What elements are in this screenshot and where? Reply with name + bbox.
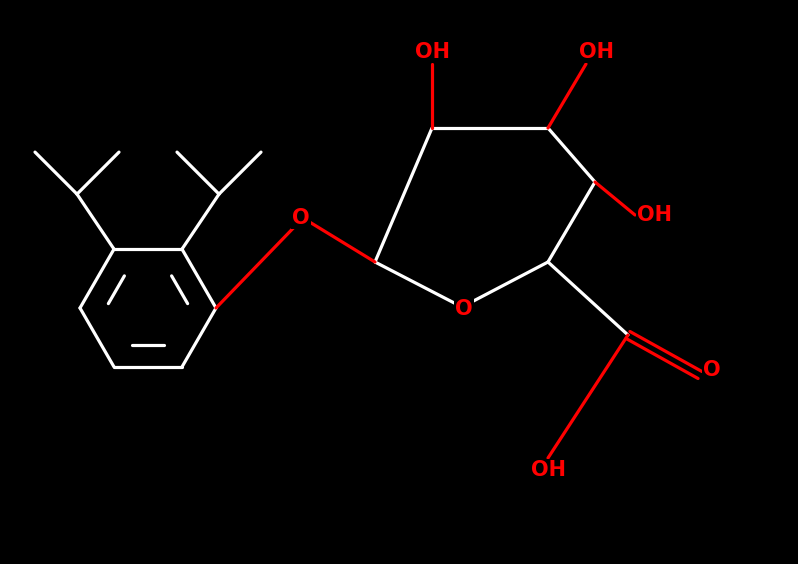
Text: OH: OH [638,205,673,225]
Text: O: O [703,360,721,380]
Text: OH: OH [414,42,449,62]
Text: O: O [455,299,472,319]
Text: OH: OH [531,460,566,480]
Text: O: O [292,208,310,228]
Text: OH: OH [579,42,614,62]
